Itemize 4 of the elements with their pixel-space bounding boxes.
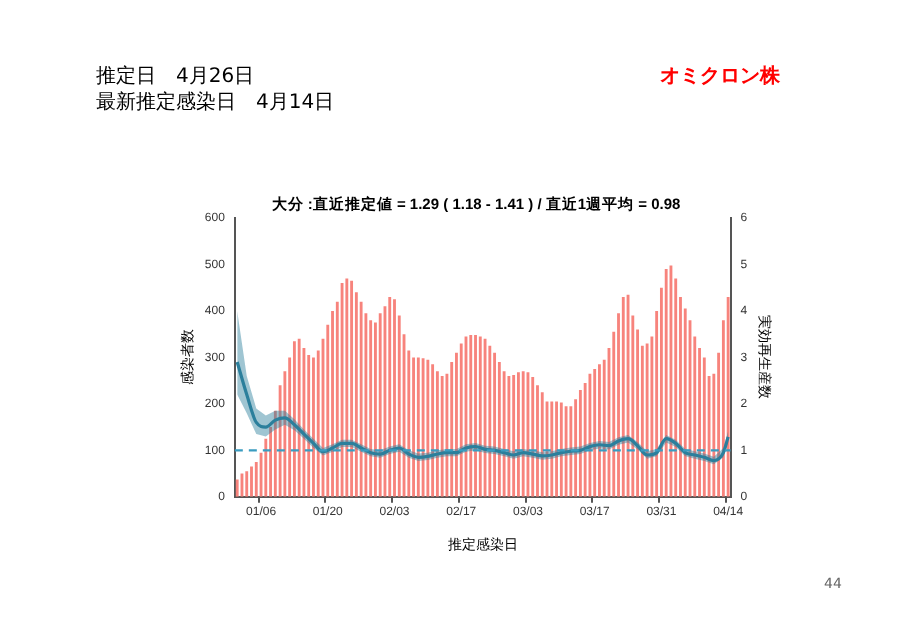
line-series <box>235 360 730 463</box>
text: 推定日 4月26日 <box>96 63 255 90</box>
text: オミクロン株 <box>660 63 780 90</box>
text: 最新推定感染日 4月14日 <box>96 89 335 116</box>
